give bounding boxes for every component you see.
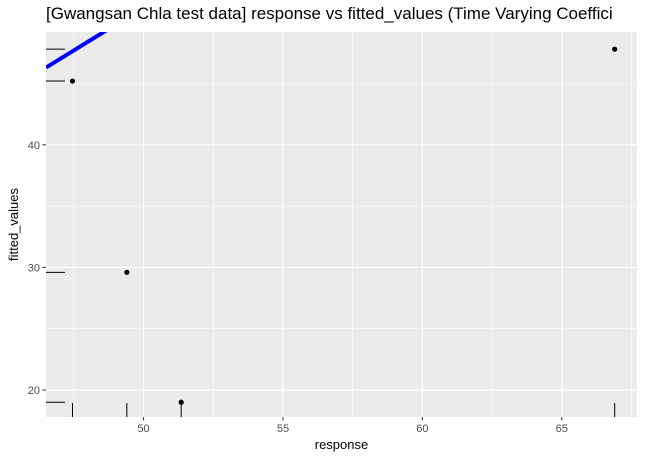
x-axis: 50 55 60 65 bbox=[137, 417, 568, 435]
data-point bbox=[178, 399, 184, 405]
x-tick-label: 60 bbox=[416, 423, 428, 435]
x-tick-label: 50 bbox=[137, 423, 149, 435]
data-point bbox=[612, 46, 618, 52]
x-tick-label: 65 bbox=[556, 423, 568, 435]
data-point bbox=[124, 269, 130, 275]
chart-title: [Gwangsan Chla test data] response vs fi… bbox=[46, 4, 613, 23]
y-axis: 20 30 40 bbox=[28, 140, 46, 397]
major-gridlines bbox=[46, 32, 637, 417]
data-points bbox=[69, 46, 618, 405]
x-axis-title: response bbox=[315, 437, 368, 452]
minor-gridlines bbox=[46, 32, 637, 417]
x-tick-label: 55 bbox=[277, 423, 289, 435]
plot-panel bbox=[46, 32, 637, 417]
y-tick-label: 40 bbox=[28, 140, 40, 152]
data-point bbox=[69, 78, 76, 84]
rug-marks bbox=[46, 48, 616, 417]
y-tick-label: 20 bbox=[28, 385, 40, 397]
y-tick-label: 30 bbox=[28, 262, 40, 274]
y-axis-title: fitted_values bbox=[6, 188, 21, 261]
